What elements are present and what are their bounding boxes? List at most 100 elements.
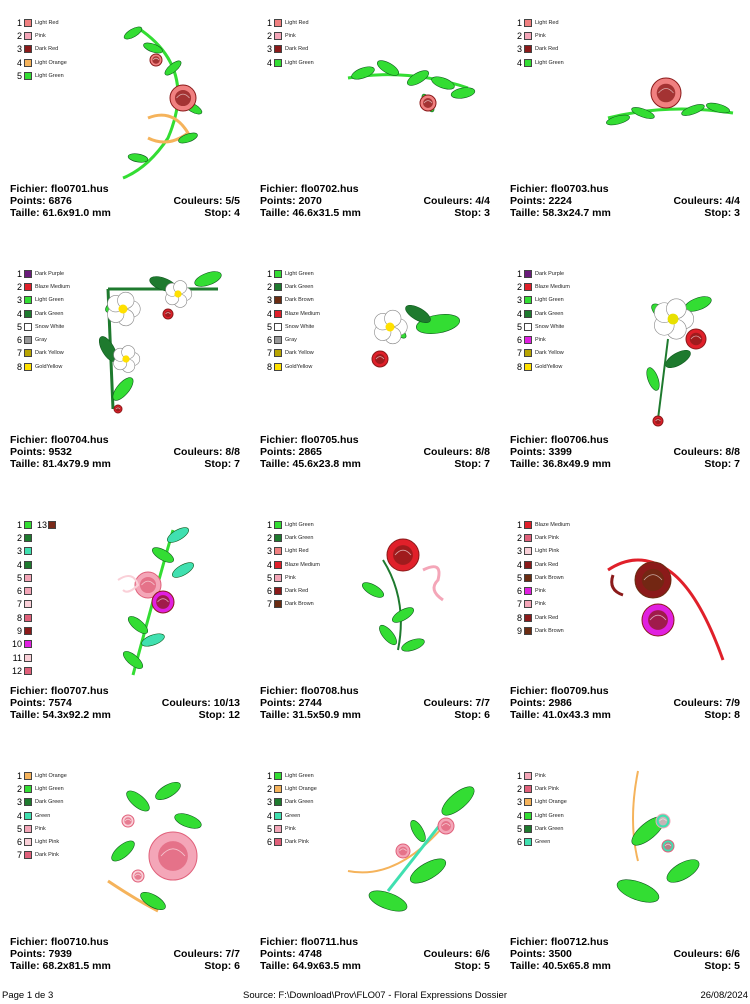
palette-row: 5 Pink — [262, 822, 317, 835]
color-name: Pink — [35, 32, 46, 39]
color-number: 4 — [16, 57, 22, 68]
points-value: 7574 — [48, 697, 72, 710]
color-name: Dark Red — [285, 588, 309, 595]
size-label: Taille: — [10, 458, 40, 471]
color-number: 1 — [516, 268, 522, 279]
color-number: 3 — [266, 44, 272, 55]
stop-line: Stop: 12 — [199, 709, 240, 721]
color-name: Dark Green — [35, 310, 64, 317]
palette-row: 4 Dark Green — [12, 307, 70, 320]
color-palette: 1 Light Red 2 Pink 3 Dark Red 4 Light Gr… — [512, 16, 564, 69]
points-label: Points: — [510, 948, 546, 961]
points-value: 9532 — [48, 446, 72, 459]
color-name: Snow White — [535, 323, 565, 330]
design-card: 1 Light Red 2 Pink 3 Dark Red 4 Light Or… — [0, 0, 250, 251]
size-value: 58.3x24.7 mm — [542, 207, 611, 220]
points-label: Points: — [10, 446, 46, 459]
size-value: 40.5x65.8 mm — [542, 960, 611, 973]
color-name: Pink — [535, 337, 546, 344]
palette-row: 4 Green — [262, 809, 317, 822]
palette-row: 7 Dark Pink — [12, 849, 67, 862]
source-path: Source: F:\Download\Prov\FLO07 - Floral … — [243, 990, 507, 1001]
stop-value: 4 — [234, 207, 240, 220]
design-artwork — [606, 77, 734, 126]
file-line: Fichier: flo0711.hus — [260, 936, 358, 948]
color-palette: 1 Blaze Medium 2 Dark Pink 3 Light Pink … — [512, 518, 570, 638]
points-value: 3500 — [548, 948, 572, 961]
points-label: Points: — [10, 948, 46, 961]
color-number: 4 — [516, 559, 522, 570]
colors-label: Couleurs: — [173, 195, 223, 208]
stop-line: Stop: 8 — [704, 709, 740, 721]
color-number: 7 — [516, 348, 522, 359]
color-swatch — [24, 573, 32, 582]
design-card: 1 Light Red 2 Pink 3 Dark Red 4 Light Gr… — [500, 0, 750, 251]
color-name: Dark Red — [35, 46, 59, 53]
points-value: 2224 — [548, 195, 572, 208]
color-swatch — [24, 653, 32, 662]
color-number: 2 — [266, 281, 272, 292]
color-swatch — [274, 336, 282, 345]
size-value: 61.6x91.0 mm — [42, 207, 111, 220]
size-label: Taille: — [510, 458, 540, 471]
points-line: Points: 2865 — [260, 446, 322, 458]
color-number: 4 — [266, 559, 272, 570]
color-swatch — [274, 18, 282, 27]
color-number: 2 — [266, 30, 272, 41]
color-swatch — [24, 627, 32, 636]
stop-value: 3 — [484, 207, 490, 220]
palette-row: 4 Light Green — [512, 809, 567, 822]
palette-row: 3 Light Red — [262, 545, 320, 558]
points-value: 2986 — [548, 697, 572, 710]
palette-row: 3 Dark Red — [262, 43, 314, 56]
size-value: 81.4x79.9 mm — [42, 458, 111, 471]
color-name: Dark Green — [285, 799, 314, 806]
color-name: Light Green — [285, 521, 314, 528]
color-number: 2 — [16, 783, 22, 794]
color-number: 1 — [266, 770, 272, 781]
color-number: 3 — [16, 295, 22, 306]
size-label: Taille: — [260, 458, 290, 471]
color-swatch — [24, 600, 32, 609]
color-name: Light Green — [285, 59, 314, 66]
design-card: 1 Light Green 2 Dark Green 3 Light Red 4… — [250, 502, 500, 753]
color-number: 8 — [266, 361, 272, 372]
size-line: Taille: 36.8x49.9 mm — [510, 458, 611, 470]
palette-row: 7 Dark Yellow — [262, 347, 320, 360]
color-name: Dark Pink — [35, 852, 59, 859]
color-number: 12 — [12, 665, 23, 676]
color-swatch — [274, 547, 282, 556]
color-name: Pink — [285, 574, 296, 581]
size-label: Taille: — [10, 709, 40, 722]
palette-row: 8 Dark Red — [512, 611, 570, 624]
palette-row: 8 — [12, 611, 56, 624]
size-value: 68.2x81.5 mm — [42, 960, 111, 973]
stop-label: Stop: — [454, 458, 482, 471]
color-swatch — [524, 520, 532, 529]
colors-value: 6/6 — [725, 948, 740, 961]
color-name: Light Pink — [35, 839, 60, 846]
color-swatch — [524, 560, 532, 569]
palette-row: 5 Pink — [12, 822, 67, 835]
design-artwork — [607, 558, 725, 661]
design-artwork — [117, 527, 194, 676]
palette-row: 2 Pink — [512, 29, 564, 42]
points-label: Points: — [510, 697, 546, 710]
stop-label: Stop: — [704, 207, 732, 220]
color-swatch — [524, 613, 532, 622]
color-swatch — [24, 784, 32, 793]
color-swatch — [24, 269, 32, 278]
colors-value: 6/6 — [475, 948, 490, 961]
palette-row: 8 GoldYellow — [262, 360, 320, 373]
colors-line: Couleurs: 8/8 — [673, 446, 740, 458]
color-number: 5 — [16, 70, 22, 81]
stop-line: Stop: 5 — [454, 960, 490, 972]
size-label: Taille: — [260, 207, 290, 220]
palette-row: 4 Blaze Medium — [262, 307, 320, 320]
color-swatch — [274, 771, 282, 780]
palette-row: 3 Light Orange — [512, 796, 567, 809]
color-number: 11 — [12, 652, 22, 663]
design-info: Fichier: flo0711.hus Points: 4748 Couleu… — [260, 936, 490, 973]
palette-row: 2 Light Orange — [262, 782, 317, 795]
color-swatch — [524, 282, 532, 291]
